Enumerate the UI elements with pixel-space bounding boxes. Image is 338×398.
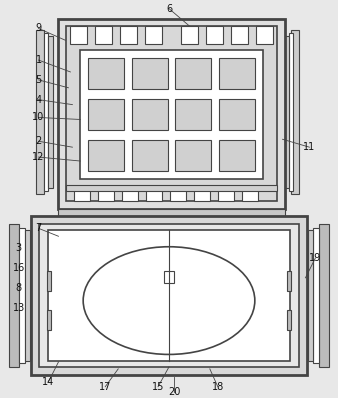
Bar (218, 187, 234, 201)
Bar (146, 187, 162, 201)
Bar (164, 271, 174, 283)
Text: 14: 14 (42, 377, 55, 387)
Bar (25, 230, 30, 361)
Bar (319, 224, 329, 367)
Bar (122, 187, 138, 201)
Text: 17: 17 (99, 382, 112, 392)
Text: 4: 4 (35, 95, 42, 105)
Bar (48, 230, 290, 361)
Bar (175, 58, 211, 89)
Text: 13: 13 (13, 302, 25, 312)
Bar (67, 185, 276, 191)
Bar (219, 99, 255, 130)
Bar (74, 187, 90, 201)
Text: 19: 19 (309, 253, 321, 263)
Bar (287, 271, 291, 291)
Text: 8: 8 (16, 283, 22, 293)
Bar (287, 310, 291, 330)
Text: 16: 16 (13, 263, 25, 273)
Bar (9, 224, 19, 367)
Text: 6: 6 (166, 4, 172, 14)
Bar (132, 99, 168, 130)
Text: 1: 1 (35, 55, 42, 65)
Bar (35, 30, 44, 194)
Bar (88, 140, 124, 171)
Text: 12: 12 (32, 152, 45, 162)
Bar (170, 187, 186, 201)
Text: 3: 3 (16, 243, 22, 253)
Bar (175, 140, 211, 171)
Bar (58, 19, 285, 209)
Bar (132, 58, 168, 89)
Text: 7: 7 (35, 223, 42, 233)
Text: 18: 18 (212, 382, 224, 392)
Bar (194, 187, 210, 201)
Bar (291, 30, 299, 194)
Bar (98, 187, 114, 201)
Bar (175, 99, 211, 130)
Text: 9: 9 (35, 23, 42, 33)
Bar (120, 26, 137, 44)
Text: 11: 11 (303, 142, 316, 152)
Bar (284, 36, 289, 188)
Bar (88, 58, 124, 89)
Bar (47, 310, 51, 330)
Bar (242, 187, 258, 201)
Text: 15: 15 (152, 382, 164, 392)
Bar (39, 224, 299, 367)
Bar (132, 140, 168, 171)
Text: 10: 10 (32, 113, 45, 123)
Bar (30, 217, 308, 375)
Bar (44, 33, 48, 191)
Text: 5: 5 (35, 75, 42, 85)
Bar (256, 26, 272, 44)
Bar (145, 26, 162, 44)
Bar (289, 33, 293, 191)
Bar (70, 26, 87, 44)
Bar (88, 99, 124, 130)
Bar (308, 230, 313, 361)
Bar (19, 228, 25, 363)
Bar (206, 26, 223, 44)
Bar (313, 228, 319, 363)
Bar (181, 26, 198, 44)
Bar (219, 58, 255, 89)
Text: 2: 2 (35, 136, 42, 146)
Bar (67, 26, 276, 201)
Bar (48, 36, 53, 188)
Bar (219, 140, 255, 171)
Text: 20: 20 (168, 386, 180, 397)
Bar (47, 271, 51, 291)
Bar (95, 26, 112, 44)
Bar (231, 26, 248, 44)
Bar (80, 50, 263, 179)
Bar (58, 209, 285, 217)
